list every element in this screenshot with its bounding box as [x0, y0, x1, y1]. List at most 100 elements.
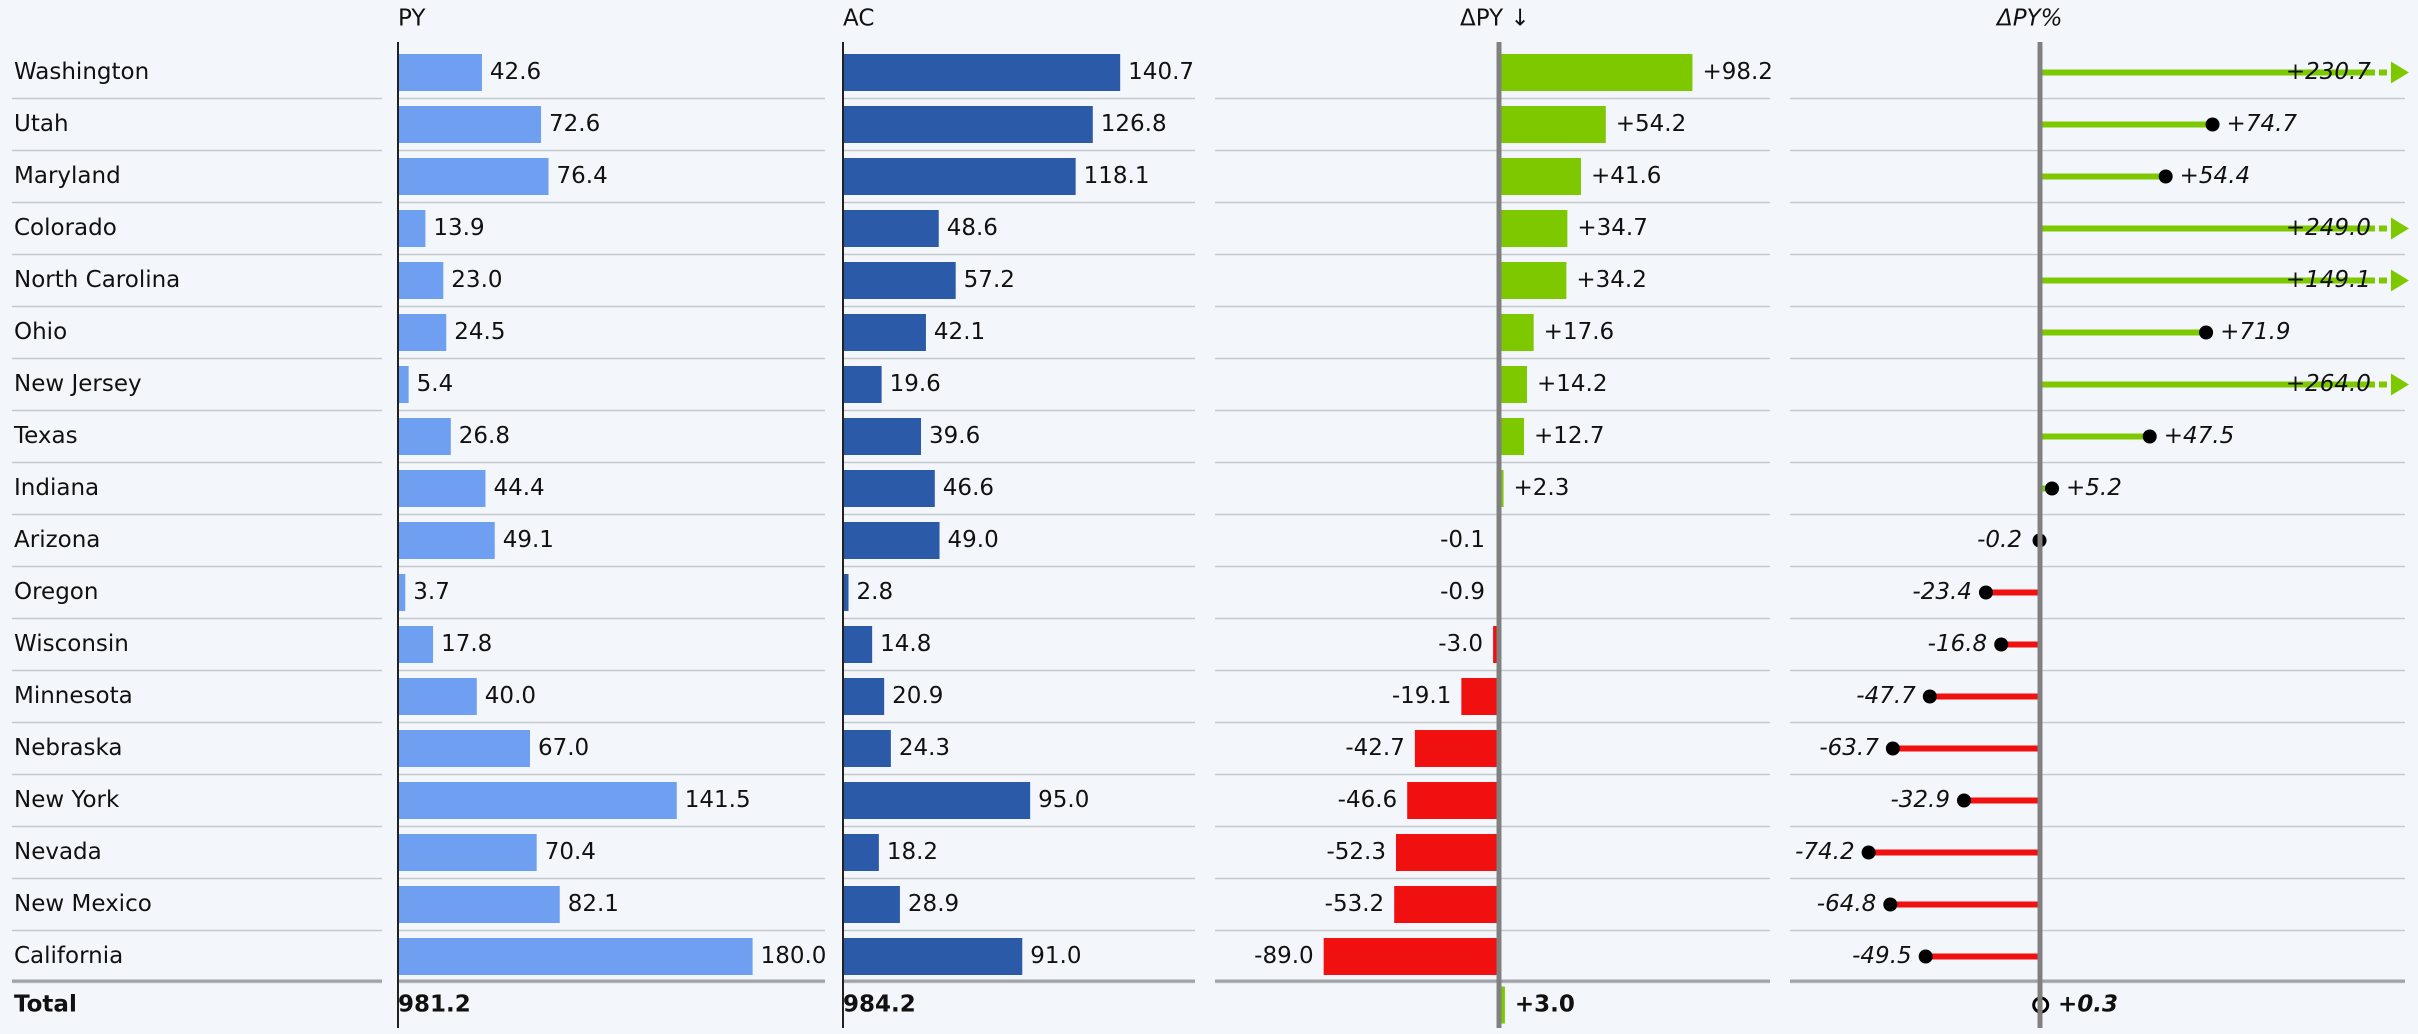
variance-bar	[1414, 730, 1499, 767]
value-label: 49.0	[948, 527, 999, 553]
bar	[398, 262, 444, 299]
value-label: +17.6	[1544, 319, 1614, 345]
category-label: Arizona	[14, 527, 100, 553]
bar	[398, 574, 406, 611]
value-label: +34.7	[1577, 215, 1647, 241]
clip-arrow	[2390, 373, 2409, 396]
value-label: 48.6	[947, 215, 998, 241]
value-label: +41.6	[1591, 163, 1661, 189]
category-label: Maryland	[14, 163, 121, 189]
category-label: Texas	[13, 423, 78, 449]
value-label: +249.0	[2286, 215, 2371, 241]
bar	[398, 366, 409, 403]
value-label: 76.4	[557, 163, 608, 189]
bar	[843, 54, 1121, 91]
value-label: 17.8	[441, 631, 492, 657]
column-header: ΔPY%	[1995, 6, 2063, 32]
variance-bar	[1499, 418, 1525, 455]
bar	[843, 418, 922, 455]
lollipop-dot	[2199, 325, 2214, 340]
category-label: Colorado	[14, 215, 117, 241]
value-label: +5.2	[2066, 475, 2122, 501]
value-label: 57.2	[964, 267, 1015, 293]
lollipop-dot	[1994, 637, 2009, 652]
category-label: Oregon	[14, 579, 98, 605]
bar	[398, 418, 451, 455]
value-label: 28.9	[908, 891, 959, 917]
total-label: Total	[14, 992, 77, 1018]
value-label: +74.7	[2227, 111, 2298, 137]
value-label: -0.2	[1977, 527, 2022, 553]
lollipop-dot	[1922, 689, 1937, 704]
value-label: -3.0	[1438, 631, 1483, 657]
lollipop-dot	[2045, 481, 2060, 496]
lollipop-dot	[1918, 949, 1933, 964]
value-label: 2.8	[857, 579, 894, 605]
total-value: +3.0	[1515, 992, 1575, 1018]
bar	[843, 626, 873, 663]
lollipop-dot	[1861, 845, 1876, 860]
bar	[398, 626, 434, 663]
bar	[843, 834, 879, 871]
total-value: +0.3	[2058, 992, 2118, 1018]
lollipop-dot	[1978, 585, 1993, 600]
value-label: -63.7	[1819, 735, 1879, 761]
column-header: PY	[398, 6, 426, 32]
variance-bar	[1461, 678, 1499, 715]
category-label: New Jersey	[14, 371, 142, 397]
value-label: +14.2	[1537, 371, 1607, 397]
category-label: Washington	[14, 59, 149, 85]
variance-bar	[1499, 314, 1534, 351]
bar	[843, 886, 900, 923]
bar	[398, 314, 447, 351]
bar	[398, 106, 542, 143]
bar	[398, 470, 486, 507]
bar	[398, 210, 426, 247]
variance-bar	[1499, 986, 1505, 1024]
variance-bar	[1407, 782, 1499, 819]
value-label: 140.7	[1128, 59, 1194, 85]
value-label: -32.9	[1890, 787, 1950, 813]
value-label: -42.7	[1345, 735, 1405, 761]
value-label: +264.0	[2286, 371, 2371, 397]
value-label: 126.8	[1101, 111, 1167, 137]
value-label: 39.6	[929, 423, 980, 449]
value-label: +47.5	[2164, 423, 2234, 449]
clip-arrow	[2390, 217, 2409, 240]
value-label: 44.4	[493, 475, 544, 501]
value-label: -0.1	[1440, 527, 1485, 553]
value-label: 49.1	[503, 527, 554, 553]
bar	[398, 782, 677, 819]
bar	[398, 678, 477, 715]
bar	[398, 938, 753, 975]
bar	[398, 886, 560, 923]
value-label: -47.7	[1856, 683, 1916, 709]
value-label: 70.4	[545, 839, 596, 865]
lollipop-dot	[2205, 117, 2220, 132]
value-label: 95.0	[1038, 787, 1089, 813]
value-label: 5.4	[417, 371, 454, 397]
value-label: +34.2	[1576, 267, 1646, 293]
value-label: 180.0	[761, 943, 827, 969]
variance-bar	[1499, 366, 1527, 403]
value-label: -53.2	[1325, 891, 1385, 917]
variance-bar	[1499, 210, 1568, 247]
bar	[843, 678, 885, 715]
bar	[398, 834, 537, 871]
value-label: -0.9	[1440, 579, 1485, 605]
bar	[843, 782, 1031, 819]
value-label: -19.1	[1392, 683, 1452, 709]
bar	[843, 366, 882, 403]
bar	[843, 730, 891, 767]
value-label: -64.8	[1817, 891, 1877, 917]
variance-bar	[1499, 262, 1567, 299]
value-label: -46.6	[1338, 787, 1398, 813]
value-label: -49.5	[1852, 943, 1912, 969]
value-label: 72.6	[549, 111, 600, 137]
variance-bar	[1394, 886, 1499, 923]
value-label: +54.4	[2180, 163, 2250, 189]
category-label: North Carolina	[14, 267, 180, 293]
category-label: California	[14, 943, 123, 969]
